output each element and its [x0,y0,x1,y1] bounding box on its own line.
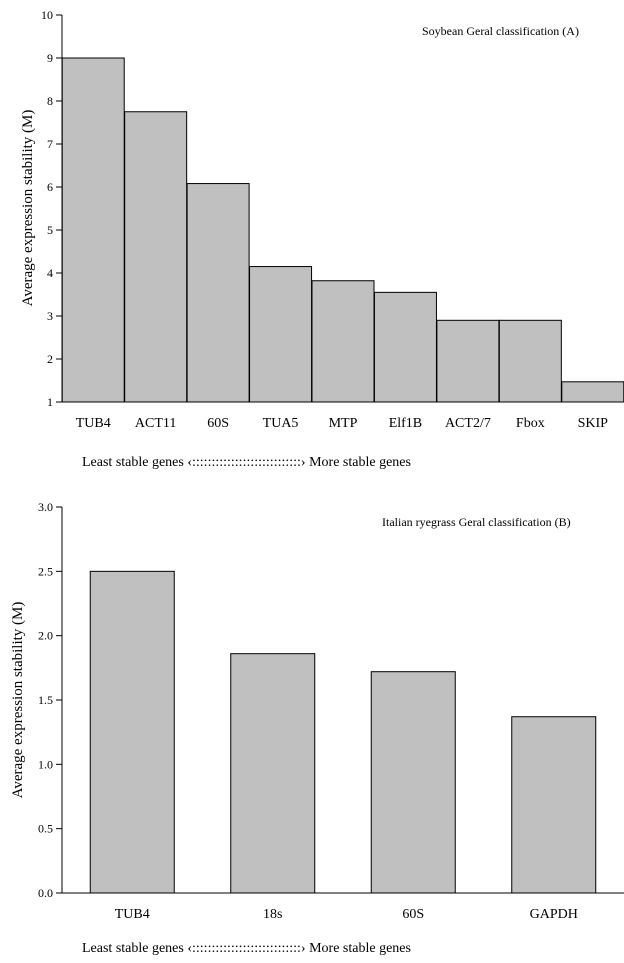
chart-b-y-axis-label: Average expression stability (M) [10,602,26,799]
chart-b-bar-18s [230,653,316,894]
chart-a-title: Soybean Geral classification (A) [422,24,579,38]
chart-a-y-tick-label: 10 [41,8,53,22]
chart-b-bar-60s [370,671,456,894]
chart-a-y-tick-label: 2 [47,352,53,366]
chart-b-x-tick-label: TUB4 [115,907,150,922]
chart-a-x-tick-label: 60S [207,416,229,431]
chart-a-bar-mtp [311,280,375,403]
chart-a-y-tick-label: 3 [47,309,53,323]
chart-b-x-tick-label: GAPDH [530,907,578,922]
chart-b-y-tick-label: 0.5 [38,822,53,836]
chart-a-bar-tua5 [249,266,313,403]
chart-b-y-tick-label: 2.0 [38,629,53,643]
chart-b-plot-area: 0.0 0.5 1.0 1.5 2.0 2.5 3.0 TUB4 18s 60S GAPDH [38,500,624,922]
chart-b-x-tick-label: 18s [263,907,282,922]
chart-a-x-tick-label: Fbox [516,416,545,431]
chart-b-bar-gapdh [511,716,597,894]
chart-a: Soybean Geral classification (A) Average… [20,8,624,470]
chart-b-y-tick-label: 1.5 [38,693,53,707]
chart-b-y-tick-label: 1.0 [38,757,53,771]
chart-a-y-tick-label: 5 [47,223,53,237]
chart-a-x-tick-label: ACT2/7 [445,416,491,431]
chart-a-bar-act2-7 [436,319,500,403]
chart-a-x-tick-label: TUA5 [263,416,299,431]
chart-b-y-tick-label: 3.0 [38,500,53,514]
chart-a-y-tick-label: 8 [47,94,53,108]
chart-a-bar-skip [561,381,624,403]
chart-a-x-tick-label: SKIP [578,416,609,431]
chart-b: Italian ryegrass Geral classification (B… [10,500,624,956]
chart-a-bar-act11 [124,111,188,403]
chart-a-x-tick-label: TUB4 [76,416,111,431]
chart-b-y-tick-label: 0.0 [38,886,53,900]
chart-a-x-axis-label: Least stable genes ‹::::::::::::::::::::… [82,455,411,470]
chart-a-x-tick-label: ACT11 [135,416,176,431]
chart-a-bar-elf1b [373,291,437,403]
chart-a-bar-tub4 [61,57,125,403]
chart-b-x-tick-label: 60S [402,907,424,922]
chart-a-y-tick-label: 9 [47,51,53,65]
chart-a-y-tick-label: 4 [47,266,53,280]
chart-a-x-tick-label: MTP [329,416,358,431]
chart-b-title: Italian ryegrass Geral classification (B… [382,515,571,529]
chart-b-y-tick-label: 2.5 [38,564,53,578]
chart-a-bar-60s [186,183,250,403]
chart-b-bar-tub4 [89,570,175,894]
chart-b-x-axis-label: Least stable genes ‹::::::::::::::::::::… [82,941,411,956]
chart-a-bar-fbox [498,319,562,403]
chart-a-y-axis-label: Average expression stability (M) [20,110,36,307]
chart-a-y-tick-label: 1 [47,395,53,409]
chart-a-x-tick-label: Elf1B [389,416,422,431]
chart-a-y-tick-label: 7 [47,137,53,151]
chart-a-y-tick-label: 6 [47,180,53,194]
chart-a-plot-area: 1 2 3 4 5 6 7 8 9 10 TUB4 ACT11 60S TUA5 MTP Elf1B ACT2/… [41,8,624,431]
